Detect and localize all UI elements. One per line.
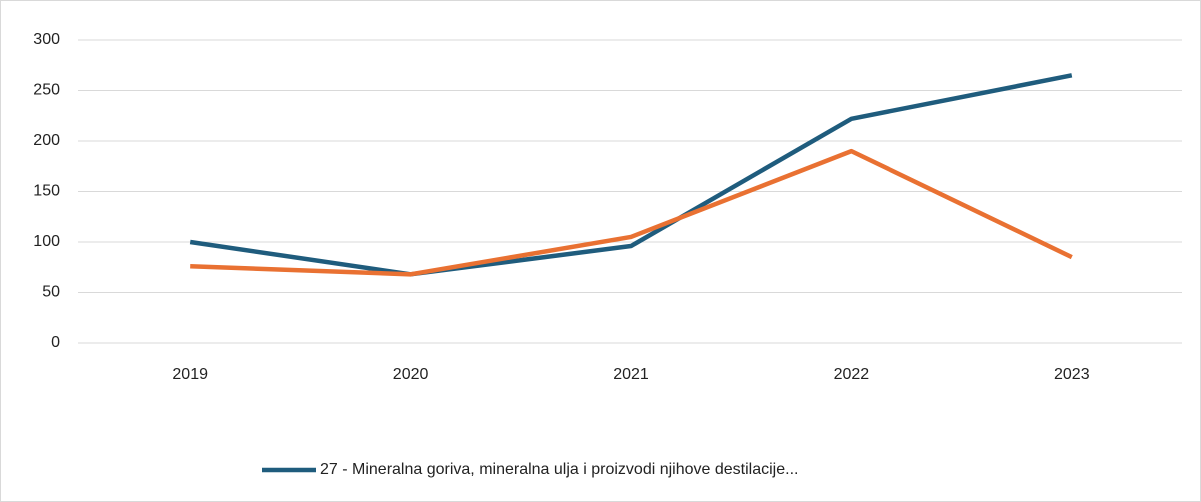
y-tick-label: 200 (33, 132, 60, 149)
y-tick-label: 0 (51, 334, 60, 351)
y-tick-label: 250 (33, 82, 60, 99)
y-tick-label: 150 (33, 183, 60, 200)
x-tick-label: 2020 (393, 366, 429, 383)
x-tick-label: 2023 (1054, 366, 1090, 383)
y-tick-label: 300 (33, 31, 60, 48)
x-tick-label: 2021 (613, 366, 649, 383)
line-series (189, 73, 1073, 277)
line-series (190, 148, 1073, 277)
y-tick-label: 100 (33, 233, 60, 250)
y-tick-label: 50 (42, 284, 60, 301)
legend-label: 27 - Mineralna goriva, mineralna ulja i … (320, 461, 798, 478)
x-tick-label: 2019 (172, 366, 208, 383)
x-tick-label: 2022 (834, 366, 870, 383)
